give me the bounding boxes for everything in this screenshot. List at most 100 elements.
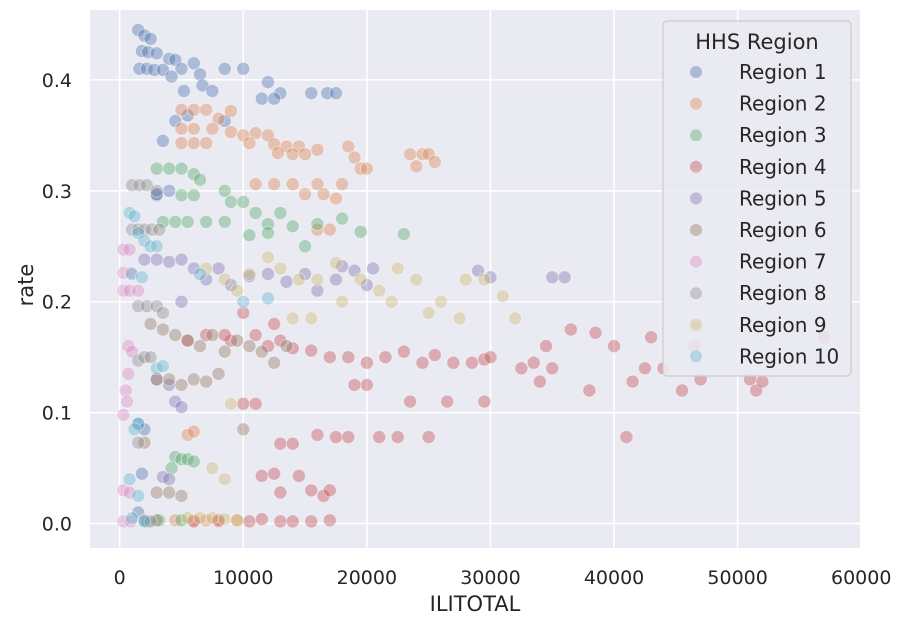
data-point bbox=[532, 374, 547, 389]
data-point bbox=[261, 250, 275, 265]
x-tick-label: 0 bbox=[114, 567, 126, 589]
data-point bbox=[156, 305, 170, 320]
data-point bbox=[273, 514, 288, 529]
data-point bbox=[162, 485, 177, 500]
data-point bbox=[162, 378, 177, 392]
data-point bbox=[149, 161, 164, 176]
data-point bbox=[186, 424, 201, 439]
legend-label: Region 1 bbox=[739, 60, 827, 84]
data-point bbox=[495, 289, 510, 304]
data-point bbox=[359, 378, 374, 392]
data-point bbox=[353, 224, 368, 239]
data-point bbox=[193, 511, 207, 525]
data-point bbox=[390, 430, 405, 444]
y-tick-label: 0.2 bbox=[42, 292, 72, 314]
data-point bbox=[329, 86, 343, 101]
data-point bbox=[403, 394, 418, 409]
data-point bbox=[366, 261, 380, 276]
data-point bbox=[199, 374, 214, 389]
legend-marker bbox=[690, 318, 702, 331]
data-point bbox=[539, 339, 553, 354]
data-point bbox=[156, 133, 170, 148]
data-point bbox=[149, 252, 164, 267]
data-point bbox=[168, 328, 183, 342]
data-point bbox=[316, 187, 331, 202]
data-point bbox=[205, 84, 220, 98]
data-point bbox=[149, 46, 164, 61]
data-point bbox=[125, 178, 139, 193]
data-point bbox=[285, 177, 300, 192]
data-point bbox=[174, 188, 189, 203]
y-tick-label: 0.1 bbox=[42, 403, 72, 425]
data-point bbox=[242, 514, 257, 529]
data-point bbox=[254, 512, 269, 527]
data-point bbox=[193, 172, 207, 187]
x-tick-label: 60000 bbox=[831, 567, 891, 589]
data-point bbox=[217, 328, 232, 342]
data-point bbox=[144, 222, 159, 237]
data-point bbox=[248, 396, 263, 411]
x-axis-label: ILITOTAL bbox=[430, 592, 521, 616]
data-point bbox=[353, 272, 368, 287]
data-point bbox=[267, 177, 282, 192]
data-point bbox=[174, 161, 189, 176]
data-point bbox=[186, 121, 201, 136]
data-point bbox=[217, 183, 232, 198]
data-point bbox=[236, 396, 251, 411]
data-point bbox=[168, 214, 183, 229]
data-point bbox=[186, 372, 201, 387]
data-point bbox=[137, 252, 152, 267]
data-point bbox=[335, 177, 350, 192]
legend-marker bbox=[690, 192, 702, 205]
data-point bbox=[230, 513, 244, 528]
data-point bbox=[230, 283, 244, 298]
data-point bbox=[298, 239, 312, 254]
data-point bbox=[285, 436, 300, 451]
data-point bbox=[335, 294, 350, 309]
data-point bbox=[242, 136, 257, 151]
data-point bbox=[149, 485, 164, 500]
data-point bbox=[607, 339, 621, 354]
data-point bbox=[421, 430, 436, 444]
data-point bbox=[304, 86, 319, 101]
data-point bbox=[477, 394, 492, 409]
data-point bbox=[310, 217, 325, 231]
data-point bbox=[205, 328, 220, 342]
legend-box bbox=[662, 20, 852, 377]
data-point bbox=[242, 339, 257, 354]
data-point bbox=[132, 178, 147, 193]
data-point bbox=[149, 183, 164, 198]
data-point bbox=[180, 333, 195, 348]
data-point bbox=[131, 435, 146, 450]
data-point bbox=[223, 104, 238, 118]
data-point bbox=[121, 366, 136, 381]
data-point bbox=[143, 350, 158, 365]
data-point bbox=[526, 355, 541, 370]
data-point bbox=[397, 227, 411, 241]
legend-label: Region 2 bbox=[739, 92, 827, 116]
legend-label: Region 10 bbox=[739, 344, 839, 368]
data-point bbox=[193, 267, 207, 281]
x-tick-label: 20000 bbox=[337, 567, 397, 589]
data-point bbox=[291, 272, 306, 287]
x-tick-label: 10000 bbox=[213, 567, 273, 589]
data-point bbox=[236, 294, 251, 309]
data-point bbox=[644, 330, 659, 345]
data-point bbox=[267, 466, 282, 481]
data-point bbox=[619, 430, 634, 444]
legend-label: Region 3 bbox=[739, 123, 827, 147]
data-point bbox=[174, 488, 189, 503]
data-point bbox=[270, 146, 285, 160]
data-point bbox=[322, 350, 337, 365]
data-point bbox=[390, 261, 405, 276]
data-point bbox=[174, 136, 189, 151]
data-point bbox=[261, 291, 275, 306]
data-point bbox=[118, 383, 133, 398]
data-point bbox=[217, 344, 232, 359]
y-tick-label: 0.0 bbox=[42, 514, 72, 536]
x-tick-labels: 0 10000 20000 30000 40000 50000 60000 bbox=[114, 567, 892, 589]
data-point bbox=[310, 272, 325, 287]
data-point bbox=[127, 209, 142, 224]
x-tick-label: 30000 bbox=[460, 567, 520, 589]
data-point bbox=[285, 514, 300, 529]
